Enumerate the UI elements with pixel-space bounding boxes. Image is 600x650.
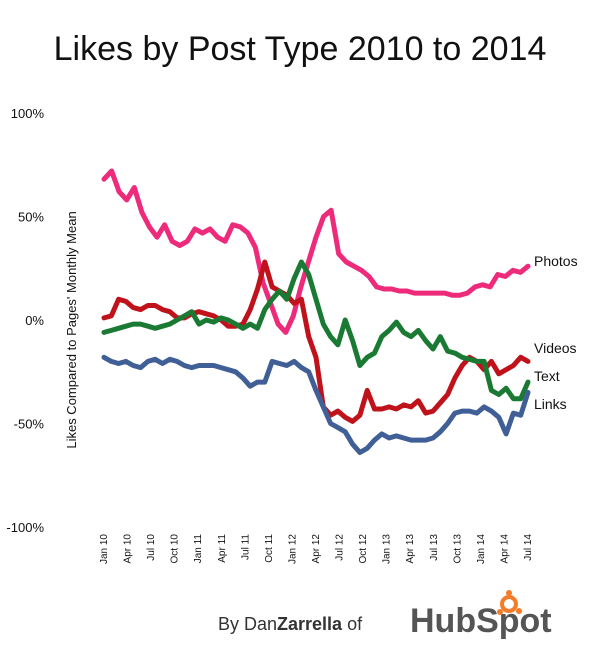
credit-name: Zarrella <box>277 614 343 634</box>
y-tick-label: -100% <box>6 520 44 535</box>
series-line-photos <box>101 168 531 335</box>
x-tick-label: Oct 12 <box>358 534 369 564</box>
series-labels: Photos Videos Text Links <box>534 253 578 412</box>
x-tick-label: Oct 11 <box>264 534 275 563</box>
series-label-videos: Videos <box>534 340 577 356</box>
x-tick-label: Jan 12 <box>287 534 298 564</box>
x-tick-label: Jan 14 <box>476 534 487 564</box>
y-tick-label: -50% <box>14 417 45 432</box>
credit-line: By DanZarrella of HubSpot <box>218 590 552 640</box>
x-tick-label: Oct 13 <box>452 534 463 564</box>
credit-of: of <box>342 614 363 634</box>
x-tick-label: Apr 11 <box>217 534 228 563</box>
y-axis-label: Likes Compared to Pages' Monthly Mean <box>64 211 79 448</box>
series-label-links: Links <box>534 396 567 412</box>
x-tick-label: Jan 13 <box>382 534 393 564</box>
x-tick-label: Jul 11 <box>240 534 251 560</box>
y-tick-label: 0% <box>25 313 44 328</box>
series-line-videos <box>101 259 531 424</box>
x-tick-label: Apr 10 <box>123 534 134 564</box>
x-tick-label: Oct 10 <box>170 534 181 564</box>
x-tick-label: Jul 13 <box>429 534 440 561</box>
credit-prefix: By Dan <box>218 614 277 634</box>
y-tick-label: 50% <box>18 210 44 225</box>
series-label-photos: Photos <box>534 253 578 269</box>
y-axis-ticks: 100% 50% 0% -50% -100% <box>6 106 44 535</box>
svg-text:By DanZarrella of: By DanZarrella of <box>218 614 363 634</box>
x-tick-label: Jul 12 <box>335 534 346 561</box>
chart-title: Likes by Post Type 2010 to 2014 <box>54 30 547 68</box>
x-tick-label: Apr 12 <box>311 534 322 564</box>
x-tick-label: Apr 14 <box>499 534 510 564</box>
x-axis-ticks: Jan 10 Apr 10 Jul 10 Oct 10 Jan 11 Apr 11 Jul … <box>99 534 534 564</box>
series-line-text <box>101 259 531 402</box>
x-tick-label: Jan 11 <box>193 534 204 564</box>
x-tick-label: Jan 10 <box>99 534 110 564</box>
x-tick-label: Jul 10 <box>146 534 157 561</box>
series-line-links <box>101 354 531 455</box>
brand-logo-text: HubSpot <box>410 602 552 640</box>
x-tick-label: Jul 14 <box>523 534 534 561</box>
y-tick-label: 100% <box>11 106 45 121</box>
x-tick-label: Apr 13 <box>405 534 416 564</box>
series-label-text: Text <box>534 368 560 384</box>
hubspot-sprocket-icon <box>497 590 522 615</box>
series-lines <box>101 168 531 455</box>
